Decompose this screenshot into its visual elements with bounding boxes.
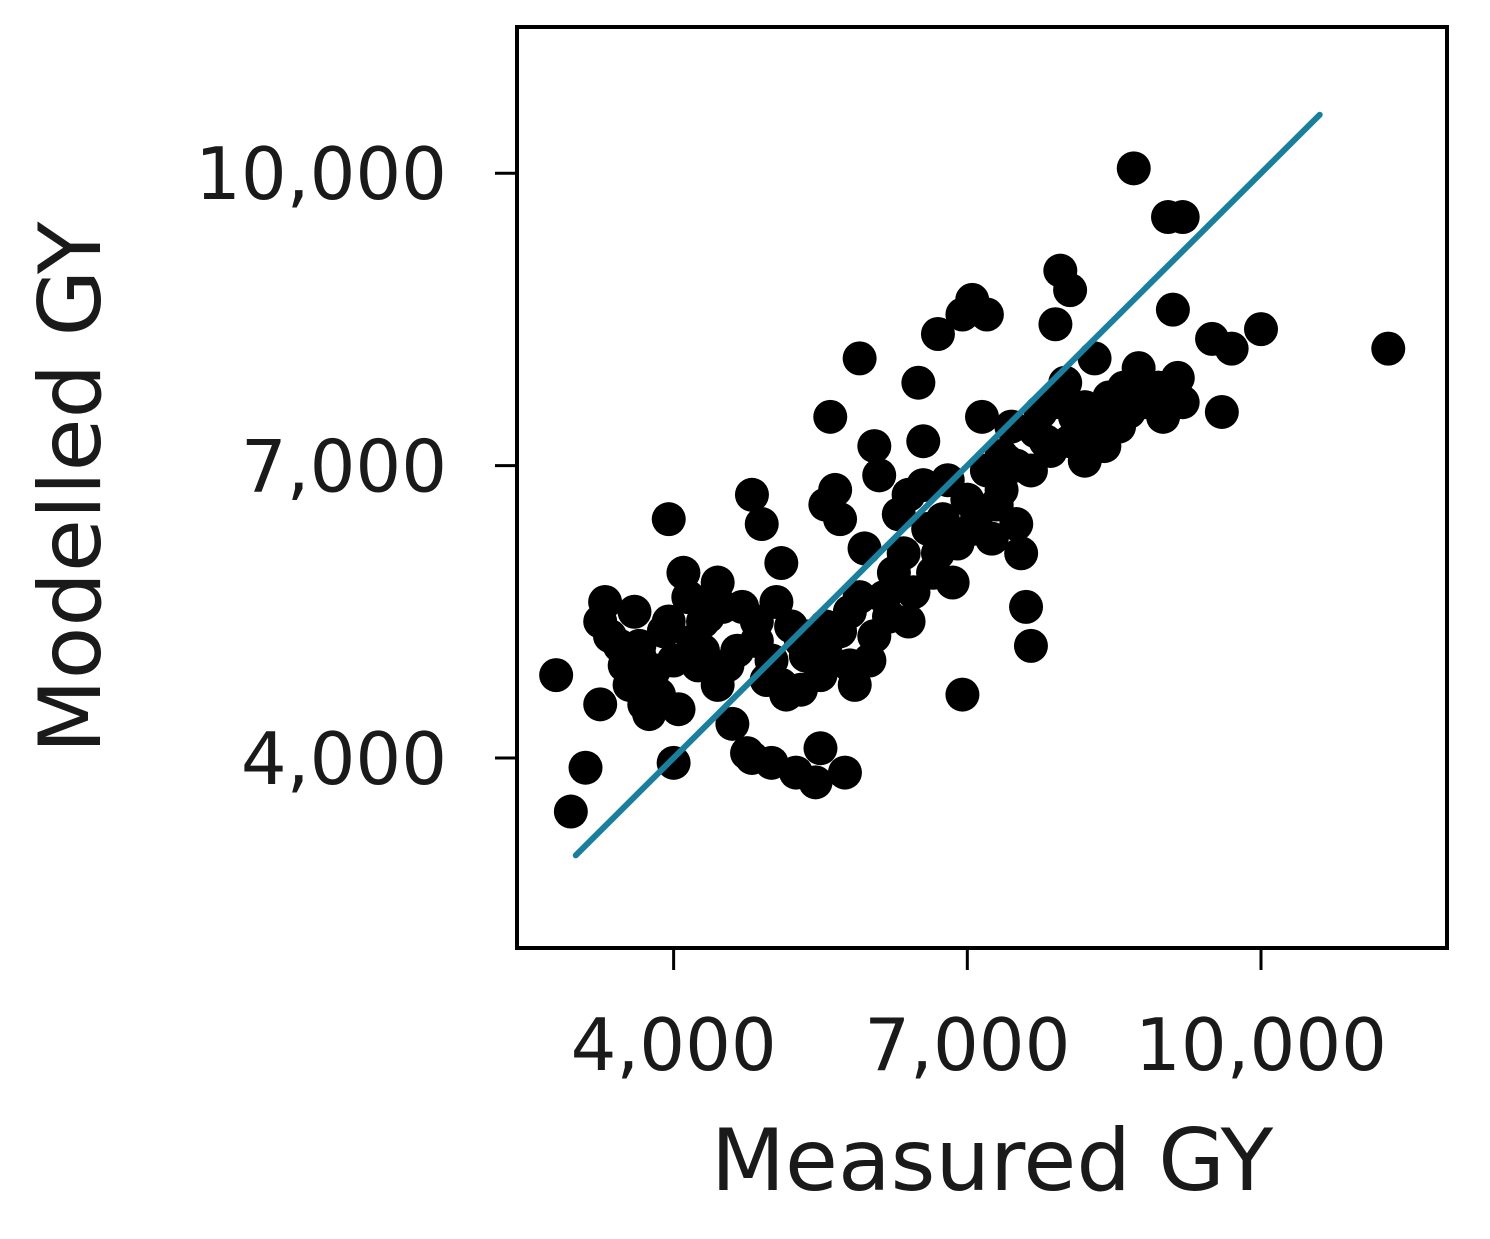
plot-frame <box>515 25 1449 950</box>
data-point <box>1214 331 1249 366</box>
data-point <box>1004 536 1039 571</box>
data-point <box>700 565 735 600</box>
data-point <box>1204 394 1239 429</box>
data-point <box>813 399 848 434</box>
data-point <box>734 477 769 512</box>
x-tick-label: 10,000 <box>1135 1003 1387 1087</box>
x-tick-label: 4,000 <box>571 1003 777 1087</box>
data-point <box>1067 443 1102 478</box>
data-point <box>965 399 999 434</box>
data-point <box>1043 253 1078 288</box>
data-point <box>1013 628 1048 663</box>
data-point <box>798 765 833 800</box>
data-point <box>935 516 970 551</box>
data-point <box>1009 589 1044 624</box>
data-point <box>1244 312 1278 347</box>
data-point <box>891 477 926 512</box>
data-point <box>1116 151 1151 186</box>
data-point <box>686 604 720 639</box>
data-point <box>617 594 652 629</box>
data-point <box>891 604 926 639</box>
data-point <box>1038 307 1073 342</box>
data-point <box>1155 292 1190 327</box>
data-point <box>906 424 941 459</box>
data-point <box>744 507 779 542</box>
data-point <box>651 604 686 639</box>
data-point <box>857 619 892 654</box>
data-point <box>974 521 1009 556</box>
data-point <box>808 487 843 522</box>
data-point <box>847 531 882 566</box>
data-point <box>1165 200 1200 235</box>
y-axis-title: Modelled GY <box>21 221 121 753</box>
data-point <box>945 677 980 712</box>
data-points <box>539 151 1406 829</box>
data-point <box>739 624 774 658</box>
data-point <box>764 546 799 581</box>
data-point <box>808 609 843 644</box>
data-point <box>827 755 862 790</box>
fit-line <box>572 111 1323 859</box>
data-point <box>583 687 618 722</box>
data-point <box>759 585 794 620</box>
data-point <box>539 658 574 693</box>
data-point <box>969 297 1004 332</box>
data-point <box>999 448 1034 483</box>
data-point <box>783 624 818 658</box>
data-point <box>999 507 1034 542</box>
x-tick-label: 7,000 <box>864 1003 1070 1087</box>
data-point <box>1371 331 1406 366</box>
data-point <box>715 706 750 741</box>
data-point <box>568 750 603 785</box>
x-axis-title: Measured GY <box>711 1111 1274 1211</box>
data-point <box>1165 385 1200 420</box>
data-point <box>857 429 892 464</box>
data-point <box>1077 341 1112 376</box>
data-point <box>651 502 686 537</box>
data-point <box>837 667 872 702</box>
data-point <box>945 297 980 332</box>
axis-ticks: 4,000 7,000 10,000 4,000 7,000 10,000 <box>195 132 1387 1087</box>
data-point <box>842 580 877 615</box>
data-point <box>862 458 897 493</box>
data-point <box>803 731 838 766</box>
data-point <box>920 317 955 351</box>
y-tick-label: 4,000 <box>241 717 447 801</box>
data-point <box>1121 351 1156 386</box>
data-point <box>656 745 691 780</box>
data-point <box>622 628 657 663</box>
fit-line-layer <box>572 111 1323 859</box>
y-tick-label: 7,000 <box>241 425 447 509</box>
data-point <box>686 633 720 668</box>
data-point <box>842 341 877 376</box>
data-point <box>984 472 1019 507</box>
data-point <box>886 536 921 571</box>
data-point <box>935 565 970 600</box>
data-point <box>901 365 936 400</box>
data-point <box>661 692 696 727</box>
data-point <box>588 585 623 620</box>
y-tick-label: 10,000 <box>195 132 447 216</box>
data-point <box>553 794 588 829</box>
